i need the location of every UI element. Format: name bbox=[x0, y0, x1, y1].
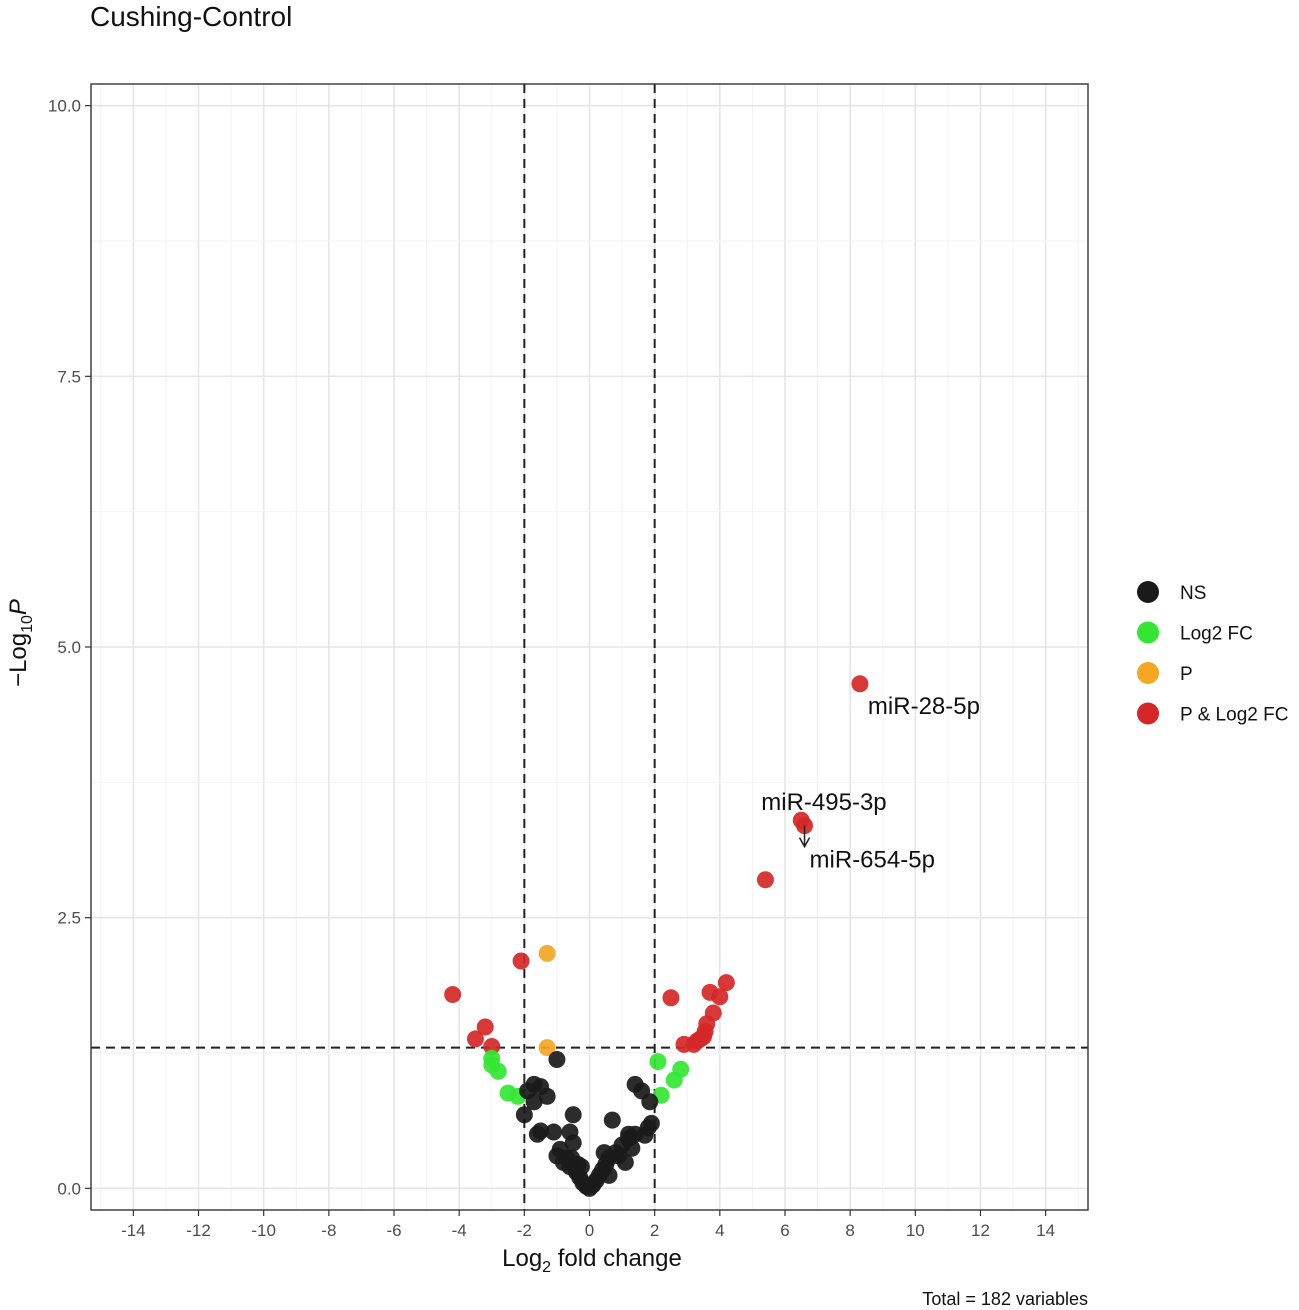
x-axis-title-main: Log bbox=[502, 1245, 542, 1272]
data-point bbox=[641, 1093, 659, 1111]
x-tick-label: 10 bbox=[906, 1221, 925, 1240]
x-tick-label: 0 bbox=[585, 1221, 594, 1240]
y-axis-title: −Log10P bbox=[5, 599, 36, 687]
x-tick-label: 2 bbox=[650, 1221, 659, 1240]
y-tick-label: 0.0 bbox=[57, 1179, 81, 1198]
legend-label: P & Log2 FC bbox=[1180, 705, 1288, 726]
x-tick-label: -4 bbox=[452, 1221, 467, 1240]
data-point bbox=[665, 1071, 683, 1089]
data-point bbox=[756, 871, 774, 889]
data-point bbox=[466, 1030, 484, 1048]
data-point bbox=[620, 1125, 638, 1143]
data-point bbox=[600, 1166, 618, 1184]
data-point bbox=[476, 1018, 494, 1036]
y-tick-label: 7.5 bbox=[57, 367, 81, 386]
data-point bbox=[483, 1038, 501, 1056]
data-point bbox=[525, 1093, 543, 1111]
data-point bbox=[675, 1035, 693, 1053]
legend-label: NS bbox=[1180, 583, 1206, 604]
x-tick-label: 6 bbox=[780, 1221, 789, 1240]
x-tick-label: -2 bbox=[517, 1221, 532, 1240]
data-point bbox=[649, 1053, 667, 1071]
data-point bbox=[717, 974, 735, 992]
legend-label: Log2 FC bbox=[1180, 624, 1253, 645]
y-axis-title-italic: P bbox=[5, 599, 32, 615]
annotations: miR-28-5p miR-495-3p miR-654-5p bbox=[761, 693, 980, 874]
data-point bbox=[623, 1139, 641, 1157]
axes: -14 -12 -10 -8 -6 -4 -2 0 2 4 6 8 10 12 14 0.0 2.5 5.0 7.5… bbox=[48, 83, 1089, 1240]
legend-swatch bbox=[1137, 662, 1159, 684]
x-tick-label: 12 bbox=[971, 1221, 990, 1240]
annotation-label: miR-28-5p bbox=[868, 693, 980, 720]
data-point bbox=[538, 944, 556, 962]
data-point bbox=[564, 1134, 582, 1152]
x-tick-label: -10 bbox=[251, 1221, 276, 1240]
x-tick-label: -12 bbox=[186, 1221, 211, 1240]
y-axis-title-sub: 10 bbox=[19, 615, 36, 633]
x-tick-label: -8 bbox=[321, 1221, 336, 1240]
caption-total: Total = 182 variables bbox=[922, 1289, 1088, 1309]
data-point bbox=[711, 988, 729, 1006]
data-point bbox=[489, 1062, 507, 1080]
data-point bbox=[572, 1158, 590, 1176]
data-point bbox=[538, 1039, 556, 1057]
data-point bbox=[538, 1087, 556, 1105]
data-point bbox=[603, 1111, 621, 1129]
svg-text:Log2 fold change: Log2 fold change bbox=[502, 1245, 682, 1276]
x-tick-label: 14 bbox=[1036, 1221, 1055, 1240]
x-tick-label: 4 bbox=[715, 1221, 724, 1240]
data-point bbox=[564, 1106, 582, 1124]
grid-lines bbox=[91, 84, 1088, 1210]
data-point bbox=[512, 952, 530, 970]
data-point bbox=[636, 1126, 654, 1144]
x-tick-label: -6 bbox=[386, 1221, 401, 1240]
y-axis-title-prefix: −Log bbox=[5, 633, 32, 687]
x-tick-label: 8 bbox=[845, 1221, 854, 1240]
y-tick-label: 5.0 bbox=[57, 638, 81, 657]
legend: NS Log2 FC P P & Log2 FC bbox=[1137, 581, 1288, 726]
data-point bbox=[851, 675, 869, 693]
data-point bbox=[595, 1144, 613, 1162]
data-point bbox=[515, 1106, 533, 1124]
legend-label: P bbox=[1180, 664, 1193, 685]
legend-swatch bbox=[1137, 621, 1159, 644]
x-axis-title: Log2 fold change bbox=[502, 1245, 682, 1276]
y-tick-label: 10.0 bbox=[48, 97, 81, 116]
threshold-lines bbox=[91, 84, 1088, 1210]
data-point bbox=[616, 1153, 634, 1171]
annotation-label: miR-654-5p bbox=[810, 847, 935, 874]
svg-text:−Log10P: −Log10P bbox=[5, 599, 36, 687]
x-axis-title-sub: 2 bbox=[542, 1259, 551, 1276]
data-point bbox=[662, 989, 680, 1007]
data-point bbox=[444, 986, 462, 1004]
data-point bbox=[691, 1030, 709, 1048]
data-point bbox=[548, 1051, 566, 1069]
x-tick-label: -14 bbox=[121, 1221, 146, 1240]
annotation-label: miR-495-3p bbox=[761, 789, 886, 816]
legend-swatch bbox=[1137, 581, 1159, 603]
data-point bbox=[528, 1125, 546, 1143]
data-points bbox=[444, 675, 869, 1197]
legend-swatch bbox=[1137, 702, 1159, 725]
annotation-arrowhead bbox=[798, 837, 811, 849]
x-axis-title-rest: fold change bbox=[551, 1245, 682, 1272]
data-point bbox=[545, 1123, 563, 1141]
y-tick-label: 2.5 bbox=[57, 909, 81, 928]
chart-title: Cushing-Control bbox=[90, 1, 292, 32]
